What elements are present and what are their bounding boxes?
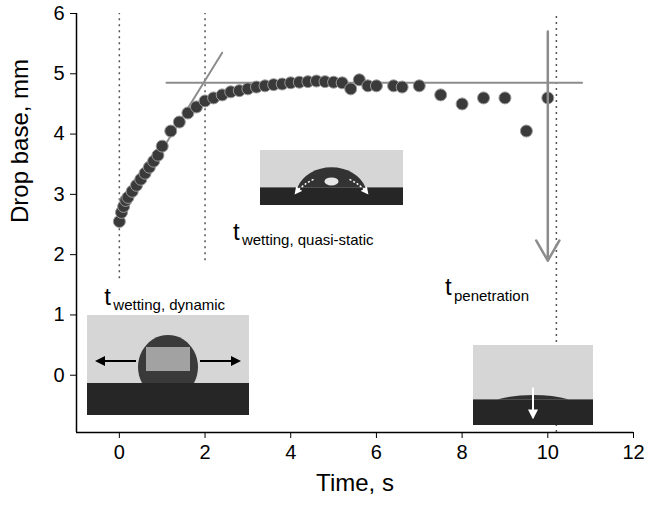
svg-text:t: t (104, 283, 111, 310)
svg-text:6: 6 (53, 2, 64, 24)
svg-text:12: 12 (622, 441, 644, 463)
svg-text:3: 3 (53, 183, 64, 205)
svg-text:8: 8 (457, 441, 468, 463)
svg-text:6: 6 (371, 441, 382, 463)
svg-text:5: 5 (53, 62, 64, 84)
svg-text:0: 0 (53, 364, 64, 386)
svg-text:2: 2 (53, 243, 64, 265)
svg-text:penetration: penetration (454, 287, 529, 304)
svg-text:4: 4 (285, 441, 296, 463)
svg-text:10: 10 (537, 441, 559, 463)
svg-text:2: 2 (199, 441, 210, 463)
svg-text:wetting, quasi-static: wetting, quasi-static (241, 231, 374, 248)
svg-text:Drop base, mm: Drop base, mm (6, 59, 33, 223)
svg-text:4: 4 (53, 122, 64, 144)
svg-text:t: t (233, 218, 240, 245)
svg-text:wetting, dynamic: wetting, dynamic (112, 296, 225, 313)
svg-text:1: 1 (53, 303, 64, 325)
svg-text:t: t (445, 273, 452, 300)
svg-text:0: 0 (114, 441, 125, 463)
svg-text:Time, s: Time, s (316, 469, 394, 496)
